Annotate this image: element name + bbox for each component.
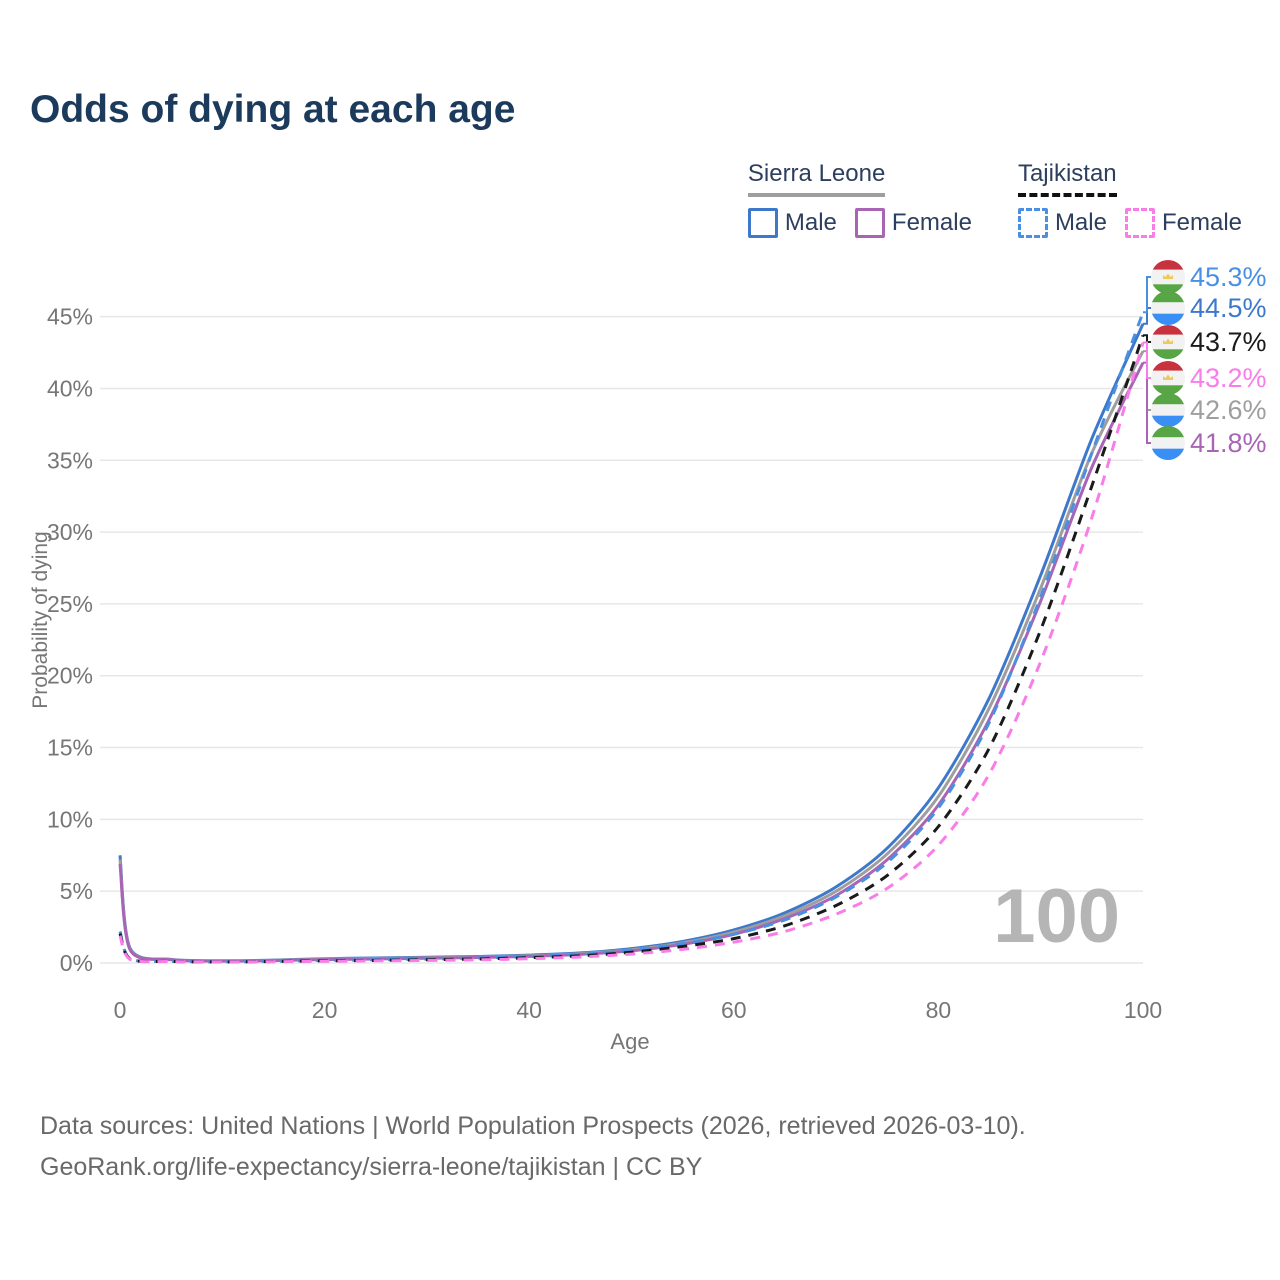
series-line-sl-male[interactable]	[118, 323, 1145, 963]
tajikistan-male-swatch-icon	[1017, 208, 1048, 238]
y-tick-label: 20%	[47, 663, 93, 689]
y-tick-label: 10%	[47, 806, 93, 832]
legend-group-sierra-leone: Sierra Leone Male Female	[747, 160, 972, 238]
end-value-label-tj-total: 43.7%	[1190, 327, 1267, 357]
footer-data-sources: Data sources: United Nations | World Pop…	[40, 1112, 1026, 1140]
x-tick-label: 100	[1124, 997, 1162, 1023]
legend-item-label: Male	[1054, 209, 1107, 236]
y-tick-label: 15%	[47, 735, 93, 761]
series-line-sl-total[interactable]	[118, 350, 1145, 963]
legend-item-label: Female	[891, 209, 972, 236]
end-value-label-sl-total: 42.6%	[1190, 395, 1267, 425]
x-tick-label: 40	[516, 997, 542, 1023]
series-line-tj-male[interactable]	[118, 311, 1145, 964]
end-label-connector	[1143, 334, 1151, 343]
legend-item-label: Female	[1161, 209, 1242, 236]
end-value-label-tj-male: 45.3%	[1190, 262, 1267, 292]
series-line-sl-female[interactable]	[118, 361, 1145, 963]
sierra-leone-flag-icon	[1151, 426, 1185, 460]
sierra-leone-flag-icon	[1151, 393, 1185, 427]
sierra-leone-female-swatch-icon	[854, 208, 885, 238]
x-tick-label: 20	[312, 997, 338, 1023]
end-value-label-sl-female: 41.8%	[1190, 428, 1267, 458]
end-label-connector	[1143, 341, 1151, 379]
y-tick-label: 35%	[47, 447, 93, 473]
x-tick-label: 60	[721, 997, 747, 1023]
y-tick-label: 30%	[47, 519, 93, 545]
y-tick-label: 25%	[47, 591, 93, 617]
y-tick-label: 40%	[47, 375, 93, 401]
tajikistan-female-swatch-icon	[1124, 208, 1155, 238]
series-line-tj-total[interactable]	[118, 334, 1145, 964]
end-value-label-tj-female: 43.2%	[1190, 363, 1267, 393]
series-line-tj-female[interactable]	[118, 342, 1145, 964]
x-axis-title: Age	[610, 1029, 649, 1054]
tajikistan-flag-icon	[1151, 325, 1185, 359]
y-tick-label: 5%	[60, 878, 93, 904]
legend: Sierra Leone Male Female Tajikistan Male…	[747, 160, 1242, 238]
legend-item-label: Male	[784, 209, 837, 236]
tajikistan-flag-icon	[1151, 260, 1185, 294]
end-label-connector	[1143, 307, 1151, 325]
tajikistan-flag-icon	[1151, 361, 1185, 395]
y-tick-label: 45%	[47, 304, 93, 330]
footer: Data sources: United Nations | World Pop…	[40, 1106, 1026, 1188]
footer-attribution: GeoRank.org/life-expectancy/sierra-leone…	[40, 1153, 703, 1181]
end-label-connector	[1143, 361, 1151, 444]
y-axis-title: Probability of dying	[29, 531, 52, 708]
page-title: Odds of dying at each age	[30, 88, 516, 131]
y-tick-label: 0%	[60, 950, 93, 976]
end-value-label-sl-male: 44.5%	[1190, 293, 1267, 323]
legend-item-tajikistan-female[interactable]: Female	[1124, 208, 1242, 238]
legend-header-tajikistan[interactable]: Tajikistan	[1017, 160, 1117, 197]
legend-item-sierra-leone-male[interactable]: Male	[747, 208, 837, 238]
legend-header-sierra-leone[interactable]: Sierra Leone	[747, 160, 886, 197]
x-tick-label: 0	[114, 997, 127, 1023]
age-watermark: 100	[993, 874, 1120, 959]
legend-group-tajikistan: Tajikistan Male Female	[1017, 160, 1242, 238]
x-tick-label: 80	[926, 997, 952, 1023]
sierra-leone-flag-icon	[1151, 291, 1185, 325]
legend-item-tajikistan-male[interactable]: Male	[1017, 208, 1107, 238]
legend-item-sierra-leone-female[interactable]: Female	[854, 208, 972, 238]
end-label-connector	[1143, 276, 1151, 314]
sierra-leone-male-swatch-icon	[747, 208, 778, 238]
